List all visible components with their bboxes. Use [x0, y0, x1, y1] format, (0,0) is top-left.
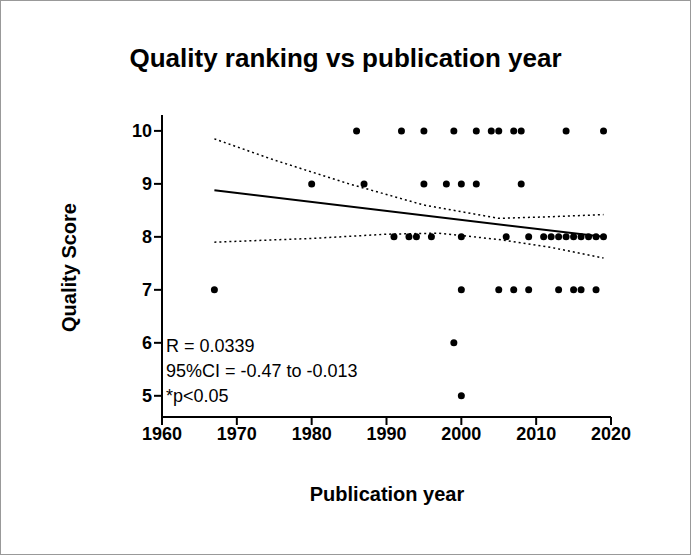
svg-text:1970: 1970	[217, 424, 257, 444]
svg-text:1960: 1960	[142, 424, 182, 444]
svg-text:1980: 1980	[292, 424, 332, 444]
svg-text:2010: 2010	[516, 424, 556, 444]
html-text:Quality ranking vs publication: Quality ranking vs publication year	[129, 43, 562, 73]
svg-text:9: 9	[142, 174, 152, 194]
svg-text:7: 7	[142, 280, 152, 300]
svg-text:8: 8	[142, 227, 152, 247]
svg-text:6: 6	[142, 333, 152, 353]
svg-text:1990: 1990	[366, 424, 406, 444]
html-text:Quality Score: Quality Score	[57, 203, 80, 332]
svg-text:2000: 2000	[441, 424, 481, 444]
html-text:R = 0.0339: R = 0.0339	[166, 336, 255, 356]
svg-text:2020: 2020	[591, 424, 631, 444]
html-text:Publication year: Publication year	[309, 483, 465, 505]
html-text:*p<0.05: *p<0.05	[166, 386, 229, 406]
html-text:95%CI = -0.47 to -0.013: 95%CI = -0.47 to -0.013	[166, 361, 358, 381]
svg-text:5: 5	[142, 386, 152, 406]
svg-text:10: 10	[132, 121, 152, 141]
